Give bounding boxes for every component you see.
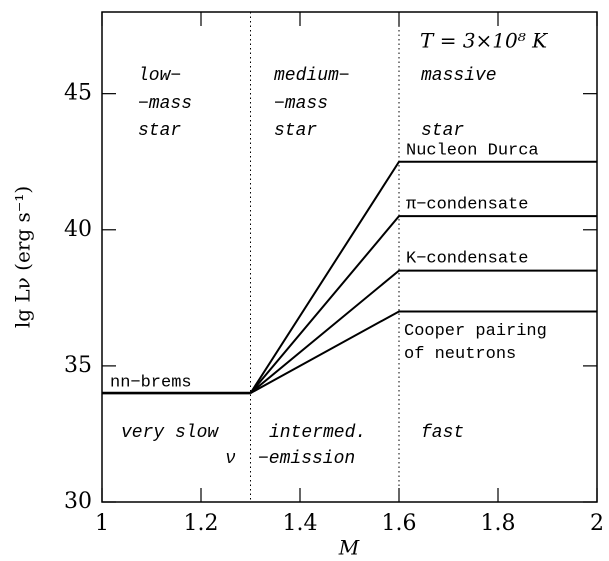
series-label: K−condensate	[406, 249, 528, 268]
y-tick-label: 45	[64, 81, 92, 106]
series-label: nn−brems	[110, 373, 192, 392]
series-label: Nucleon Durca	[406, 141, 539, 160]
series-label: π−condensate	[406, 195, 528, 214]
region-annotation: very slow	[121, 423, 219, 443]
region-annotation: −emission	[258, 449, 355, 469]
series-label-box: Cooper pairing of neutrons	[404, 322, 547, 364]
region-annotation: −mass	[274, 94, 328, 114]
x-tick-label: 2	[590, 511, 604, 536]
y-axis-label: lg Lν (erg s⁻¹)	[11, 186, 35, 328]
region-annotation: intermed.	[269, 423, 366, 443]
region-annotation: star	[138, 121, 181, 141]
series-label: Cooper pairing of neutrons	[404, 322, 547, 364]
region-annotation: star	[274, 121, 317, 141]
region-annotation: star	[421, 121, 464, 141]
region-annotation: ν	[225, 449, 236, 469]
x-tick-label: 1.4	[283, 511, 318, 536]
x-tick-label: 1.2	[184, 511, 219, 536]
y-tick-label: 35	[64, 353, 92, 378]
x-tick-label: 1.6	[382, 511, 417, 536]
series-line	[249, 160, 597, 394]
region-annotation: low−	[138, 66, 181, 86]
y-tick-label: 40	[64, 217, 92, 242]
series-line	[249, 269, 597, 394]
chart-title: T = 3×10⁸ K	[420, 29, 548, 53]
plot-frame	[101, 11, 598, 503]
region-annotation: massive	[421, 66, 497, 86]
region-annotation: medium−	[274, 66, 350, 86]
x-axis-label: M	[338, 536, 360, 560]
region-annotation: fast	[421, 423, 464, 443]
series-line	[250, 310, 597, 394]
x-tick-label: 1.8	[481, 511, 516, 536]
y-tick-label: 30	[64, 489, 92, 514]
region-annotation: −mass	[138, 94, 192, 114]
x-tick-label: 1	[95, 511, 109, 536]
series-line	[249, 215, 597, 394]
